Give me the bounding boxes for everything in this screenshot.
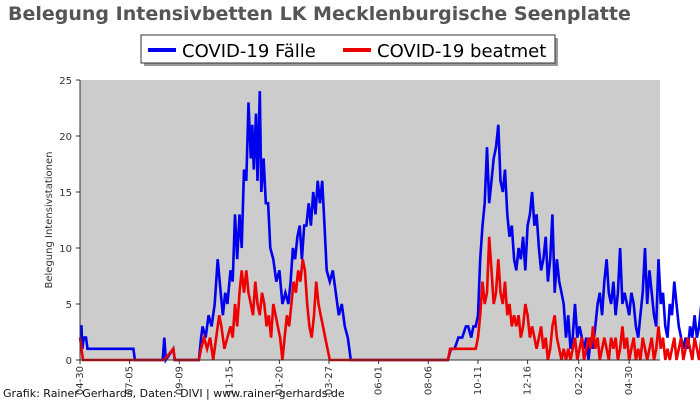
x-tick-label: 02-22 xyxy=(574,366,585,395)
chart-title: Belegung Intensivbetten LK Mecklenburgis… xyxy=(8,3,631,25)
chart-credit: Grafik: Rainer Gerhards, Daten: DIVI | w… xyxy=(3,387,345,400)
y-tick-label: 20 xyxy=(59,132,72,143)
y-ticks: 0 5 10 15 20 25 xyxy=(59,76,80,367)
x-tick-label: 08-06 xyxy=(423,366,434,395)
x-tick-label: 04-30 xyxy=(624,366,635,395)
series-line-beatmet xyxy=(78,236,700,362)
legend: COVID-19 Fälle COVID-19 beatmet xyxy=(140,34,558,66)
series-line-faelle xyxy=(80,91,700,364)
legend-label-faelle: COVID-19 Fälle xyxy=(182,41,316,62)
x-tick-label: 03-27 xyxy=(324,366,335,395)
series-layer xyxy=(78,91,700,364)
x-ticks: 04-30 07-05 09-09 11-15 01-20 03-27 06-01 08-06… xyxy=(75,360,635,395)
x-tick-label: 07-05 xyxy=(125,366,136,395)
y-tick-label: 10 xyxy=(59,244,72,255)
x-tick-label: 04-30 xyxy=(75,366,86,395)
x-tick-label: 06-01 xyxy=(374,366,385,395)
y-axis-label: Belegung Intensivstationen xyxy=(44,151,55,288)
x-tick-label: 12-16 xyxy=(523,366,534,395)
y-tick-label: 15 xyxy=(59,188,72,199)
x-tick-label: 01-20 xyxy=(274,366,285,395)
legend-label-beatmet: COVID-19 beatmet xyxy=(377,41,546,62)
y-tick-label: 25 xyxy=(59,76,72,87)
y-tick-label: 0 xyxy=(66,356,72,367)
y-tick-label: 5 xyxy=(66,300,72,311)
x-tick-label: 10-11 xyxy=(473,366,484,395)
x-tick-label: 11-15 xyxy=(225,366,236,395)
x-tick-label: 09-09 xyxy=(174,366,185,395)
